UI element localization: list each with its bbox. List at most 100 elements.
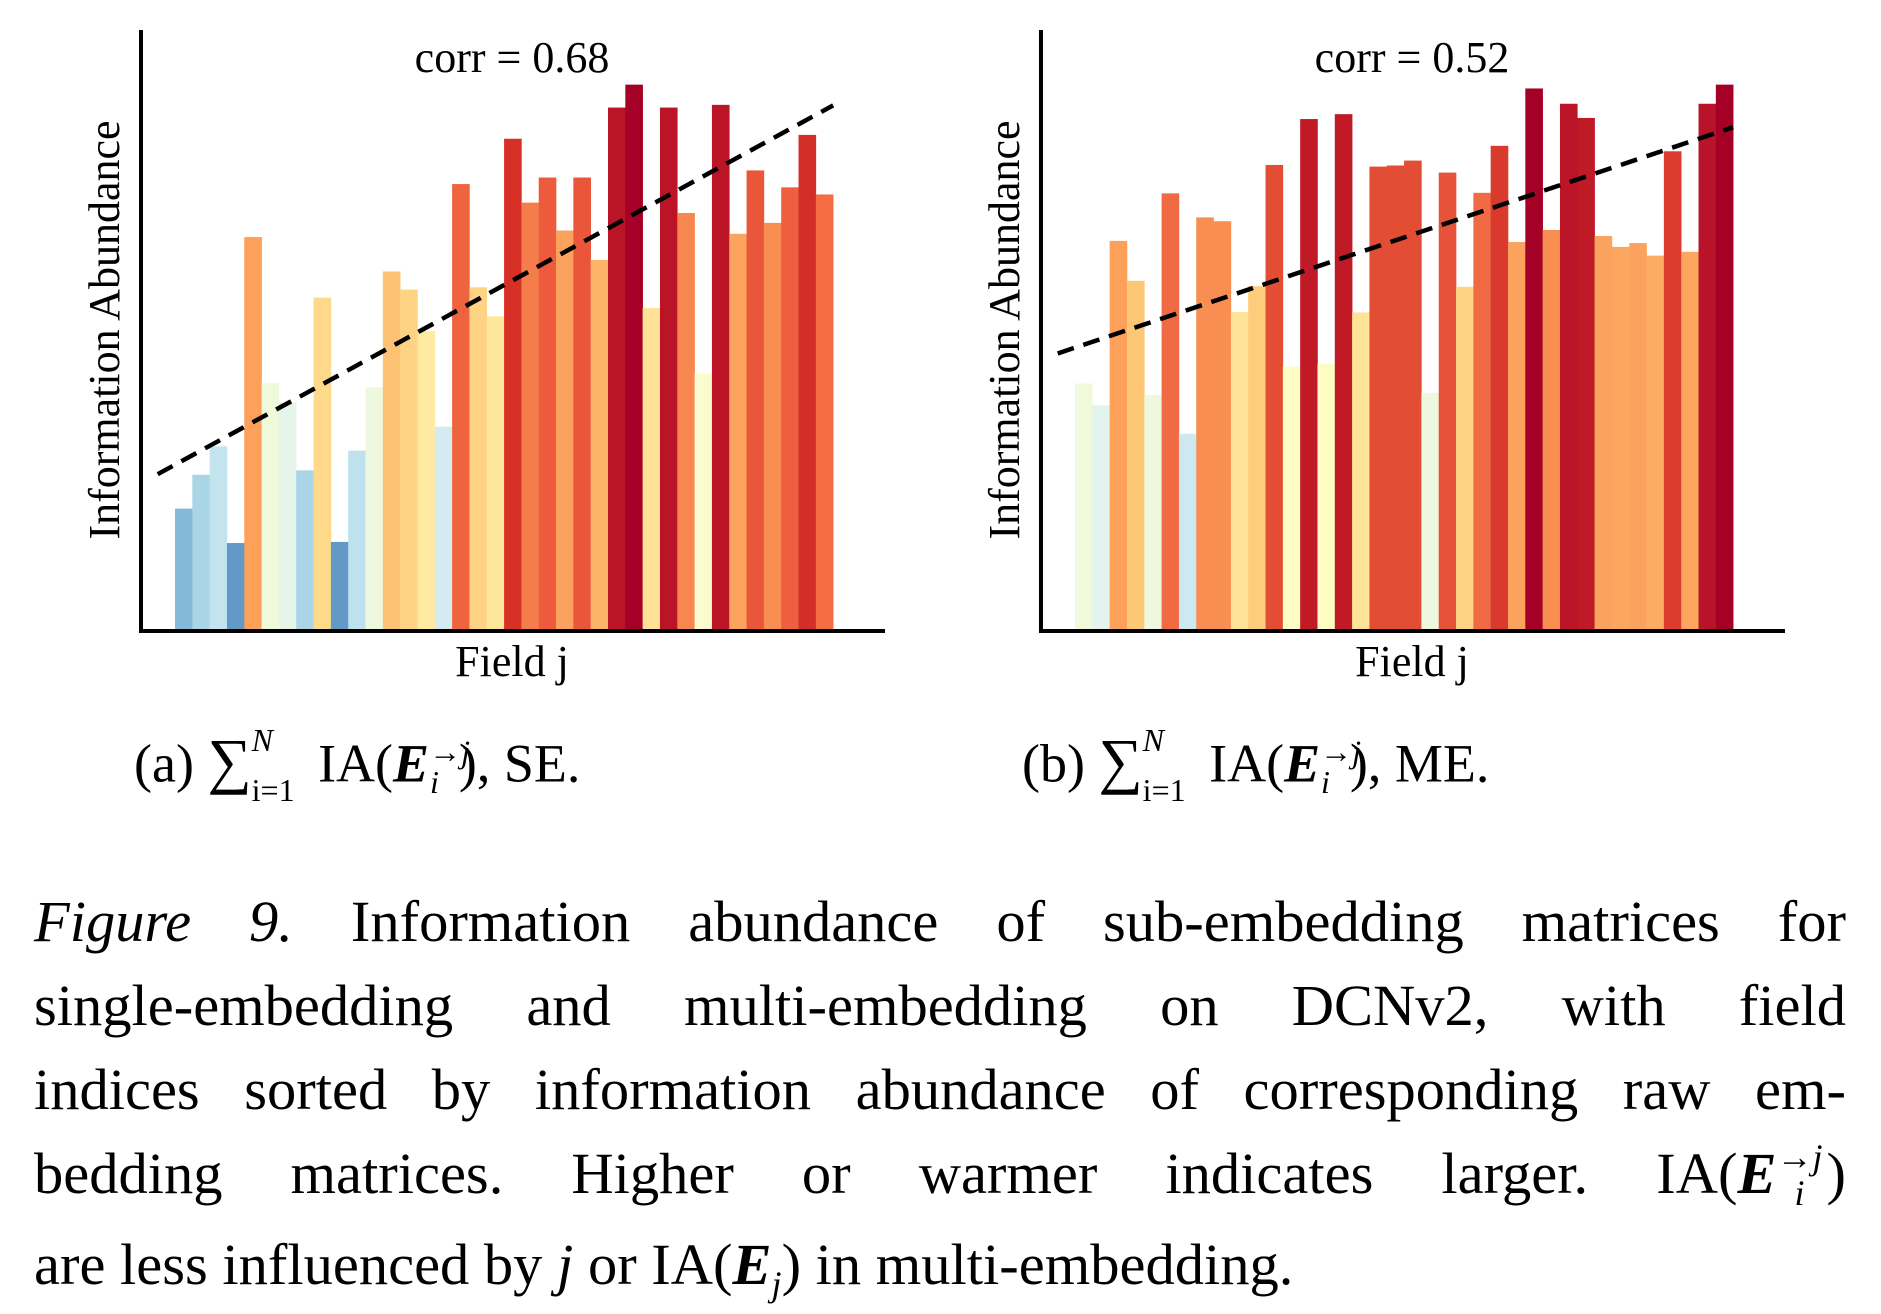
bar-a-4: [226, 543, 245, 631]
bar-b-16: [1334, 114, 1353, 631]
bar-a-14: [400, 289, 418, 631]
bar-a-17: [452, 184, 470, 631]
bar-b-11: [1248, 286, 1266, 631]
bar-a-34: [746, 170, 765, 632]
bar-b-21: [1421, 392, 1440, 631]
bar-a-20: [504, 138, 522, 632]
bar-b-15: [1317, 363, 1336, 631]
bar-a-3: [209, 446, 228, 631]
caption-sup-4: →j: [1776, 1137, 1823, 1177]
chart-panel-b: corr = 0.52 Field j Information Abundanc…: [980, 30, 1785, 686]
var-sub-b: i: [1321, 764, 1330, 801]
bar-a-1: [175, 508, 193, 631]
caption-var-4: E: [1737, 1141, 1777, 1206]
bar-a-37: [798, 134, 817, 631]
y-axis-label-b: Information Abundance: [980, 120, 1029, 539]
bar-a-38: [815, 194, 834, 631]
caption-line-5: are less influenced by j or IA(Ej) in mu…: [34, 1223, 1846, 1314]
annotation-corr-a: corr = 0.68: [415, 33, 610, 82]
bar-a-29: [659, 107, 678, 631]
bar-a-31: [694, 373, 713, 631]
bar-a-26: [608, 107, 626, 631]
bar-b-6: [1161, 193, 1180, 632]
bar-b-17: [1352, 312, 1370, 631]
caption-line-2: single-embedding and multi-embedding on …: [34, 973, 1846, 1038]
bar-b-20: [1404, 160, 1422, 631]
bar-a-7: [278, 402, 297, 631]
chart-panel-a: corr = 0.68 Field j Information Abundanc…: [80, 30, 885, 686]
bar-b-38: [1715, 84, 1734, 631]
bar-b-7: [1178, 433, 1197, 631]
bar-b-33: [1629, 243, 1647, 631]
caption-text-1: Information abundance of sub-embedding m…: [350, 889, 1846, 954]
bar-a-27: [625, 84, 643, 631]
caption-or-5: or IA(: [587, 1232, 733, 1297]
figure-label: Figure 9.: [34, 889, 293, 954]
sum-upper-a: N: [251, 722, 273, 758]
bar-b-1: [1075, 383, 1093, 631]
bar-b-4: [1126, 280, 1145, 631]
suffix-b: ME.: [1394, 733, 1490, 794]
sum-upper-b: N: [1142, 722, 1165, 758]
var-a: E: [393, 733, 430, 794]
caption-j-5: j: [557, 1232, 574, 1297]
bar-b-8: [1196, 217, 1214, 631]
close-b: ),: [1349, 733, 1382, 794]
bars-b: [1075, 84, 1734, 632]
caption-close-4: ): [1826, 1141, 1846, 1206]
trend-line-a: [156, 103, 835, 477]
bar-b-23: [1456, 286, 1474, 631]
sum-lower-a: i=1: [251, 772, 295, 808]
var-sup-a: →j: [429, 733, 470, 770]
bar-a-18: [469, 287, 488, 631]
bar-a-36: [781, 187, 799, 631]
bar-b-37: [1698, 103, 1717, 631]
bar-b-27: [1525, 88, 1543, 631]
bar-a-22: [538, 177, 557, 631]
bar-b-12: [1265, 164, 1284, 631]
bar-b-13: [1282, 366, 1301, 631]
bar-b-19: [1386, 165, 1405, 631]
caption-text-5b: ) in multi-embedding.: [781, 1232, 1294, 1297]
bar-a-15: [417, 331, 436, 631]
caption-line-4: bedding matrices. Higher or warmer indic…: [34, 1132, 1846, 1223]
func-b: IA(: [1209, 733, 1285, 794]
bar-b-5: [1144, 394, 1162, 631]
bar-b-2: [1092, 405, 1110, 631]
var-sup-b: →j: [1320, 733, 1361, 770]
bar-b-24: [1473, 192, 1491, 631]
var-b: E: [1284, 733, 1321, 794]
bar-b-22: [1438, 172, 1457, 631]
close-a: ),: [458, 733, 491, 794]
bar-b-25: [1490, 145, 1509, 631]
bar-b-14: [1300, 119, 1318, 631]
caption-var-5: E: [732, 1232, 772, 1297]
caption-text-5a: are less influenced by: [34, 1232, 543, 1297]
bar-b-36: [1681, 251, 1699, 631]
bar-b-26: [1508, 241, 1526, 632]
x-axis-label-b: Field j: [1355, 637, 1469, 686]
x-axis-label-a: Field j: [455, 637, 569, 686]
bar-a-23: [556, 230, 574, 631]
sum-symbol-b: ∑: [1098, 727, 1143, 796]
bar-b-34: [1646, 255, 1665, 631]
caption-sub-4: i: [1794, 1173, 1805, 1213]
annotation-corr-b: corr = 0.52: [1315, 33, 1510, 82]
bar-b-29: [1559, 103, 1578, 631]
bar-a-25: [590, 260, 609, 631]
sum-lower-b: i=1: [1142, 772, 1186, 808]
bar-a-9: [313, 297, 332, 631]
caption-line-3: indices sorted by information abundance …: [34, 1057, 1846, 1122]
bar-b-28: [1542, 229, 1561, 631]
bar-b-30: [1577, 117, 1595, 631]
bar-a-10: [330, 541, 349, 631]
bar-b-3: [1109, 240, 1128, 631]
bar-b-35: [1663, 151, 1682, 632]
subcaption-a-label: (a): [134, 733, 194, 794]
bar-a-6: [261, 382, 280, 631]
bar-b-31: [1594, 235, 1613, 632]
caption-func-4: IA(: [1656, 1141, 1738, 1206]
sum-symbol-a: ∑: [207, 727, 252, 796]
